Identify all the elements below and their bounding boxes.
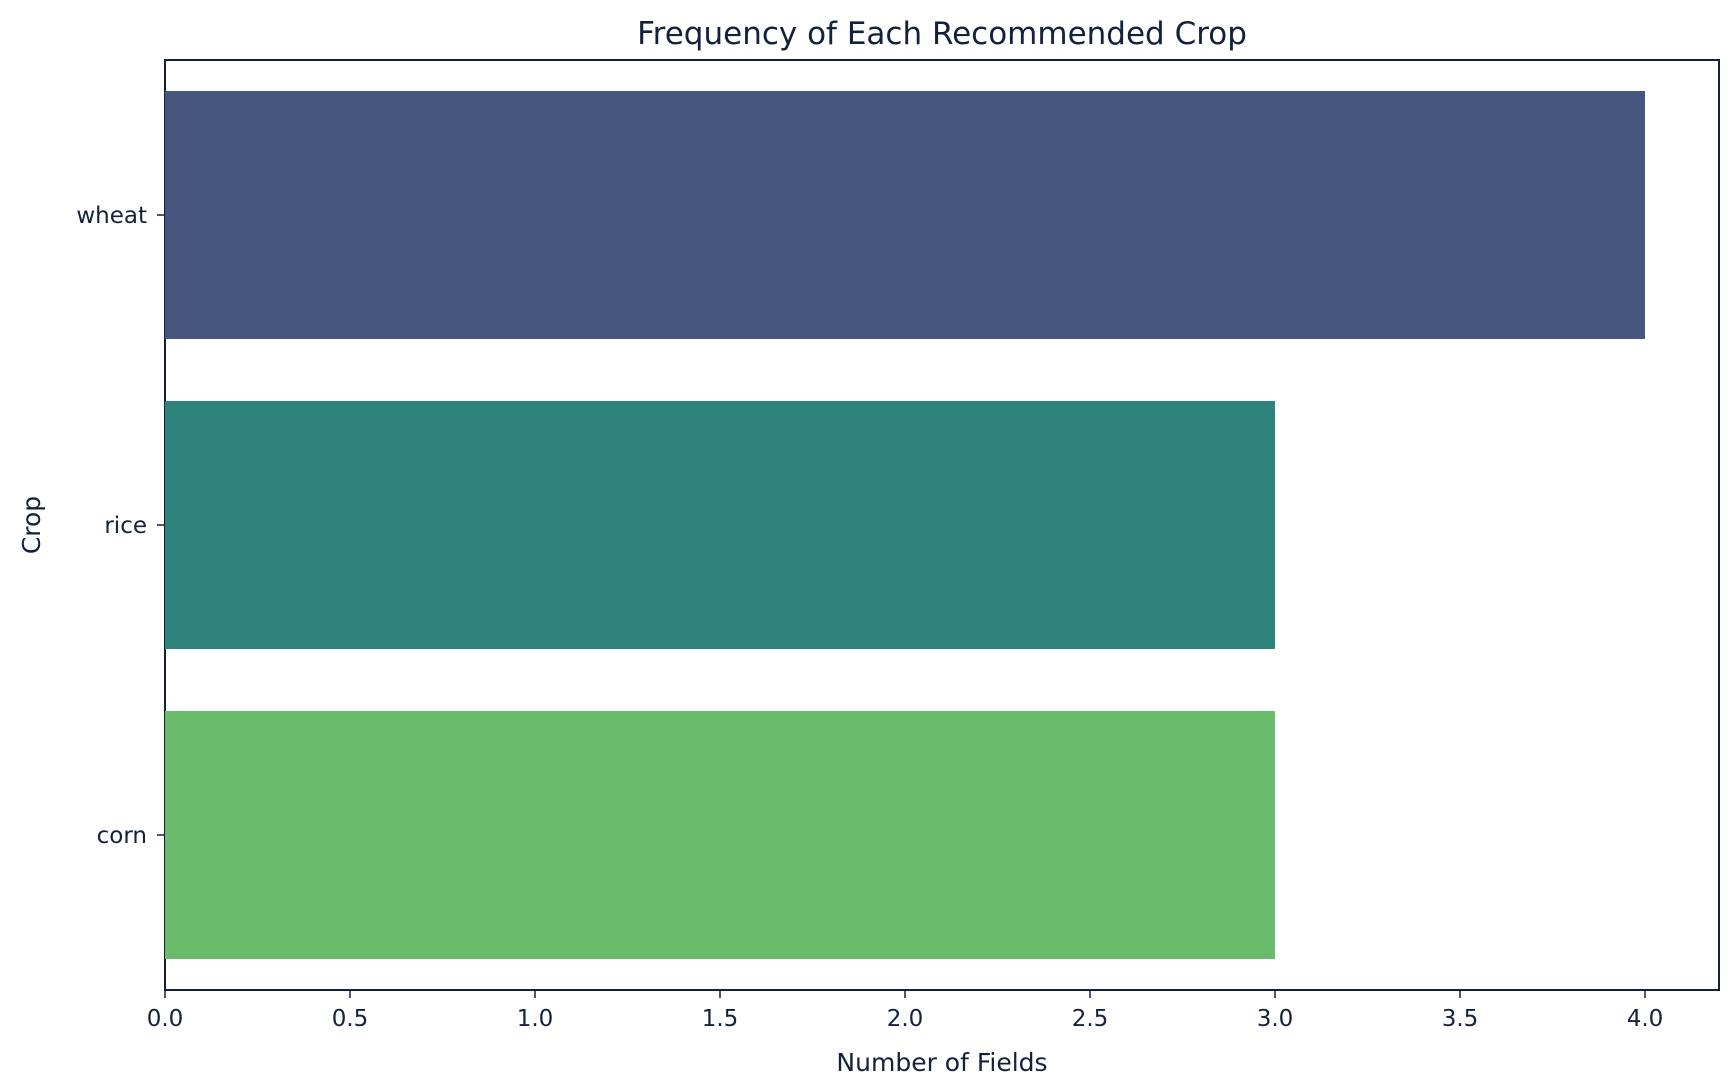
x-tick-label: 4.0 xyxy=(1627,1006,1664,1032)
chart-title: Frequency of Each Recommended Crop xyxy=(637,16,1247,52)
y-tick-label: corn xyxy=(97,823,147,849)
y-ticks: wheat rice corn xyxy=(76,203,165,849)
y-tick-label: wheat xyxy=(76,203,147,229)
x-tick-label: 1.0 xyxy=(517,1006,554,1032)
x-tick-label: 1.5 xyxy=(702,1006,739,1032)
bars xyxy=(165,91,1645,959)
x-axis-label: Number of Fields xyxy=(836,1048,1047,1077)
y-tick-label: rice xyxy=(104,513,147,539)
x-tick-label: 0.5 xyxy=(332,1006,369,1032)
x-ticks: 0.0 0.5 1.0 1.5 2.0 2.5 3.0 3.5 4.0 xyxy=(147,990,1664,1032)
x-tick-label: 2.5 xyxy=(1072,1006,1109,1032)
bar-corn xyxy=(165,711,1275,959)
x-tick-label: 3.0 xyxy=(1257,1006,1294,1032)
bar-rice xyxy=(165,401,1275,649)
bar-wheat xyxy=(165,91,1645,339)
x-tick-label: 3.5 xyxy=(1442,1006,1479,1032)
y-axis-label: Crop xyxy=(17,496,46,554)
x-tick-label: 0.0 xyxy=(147,1006,184,1032)
x-tick-label: 2.0 xyxy=(887,1006,924,1032)
